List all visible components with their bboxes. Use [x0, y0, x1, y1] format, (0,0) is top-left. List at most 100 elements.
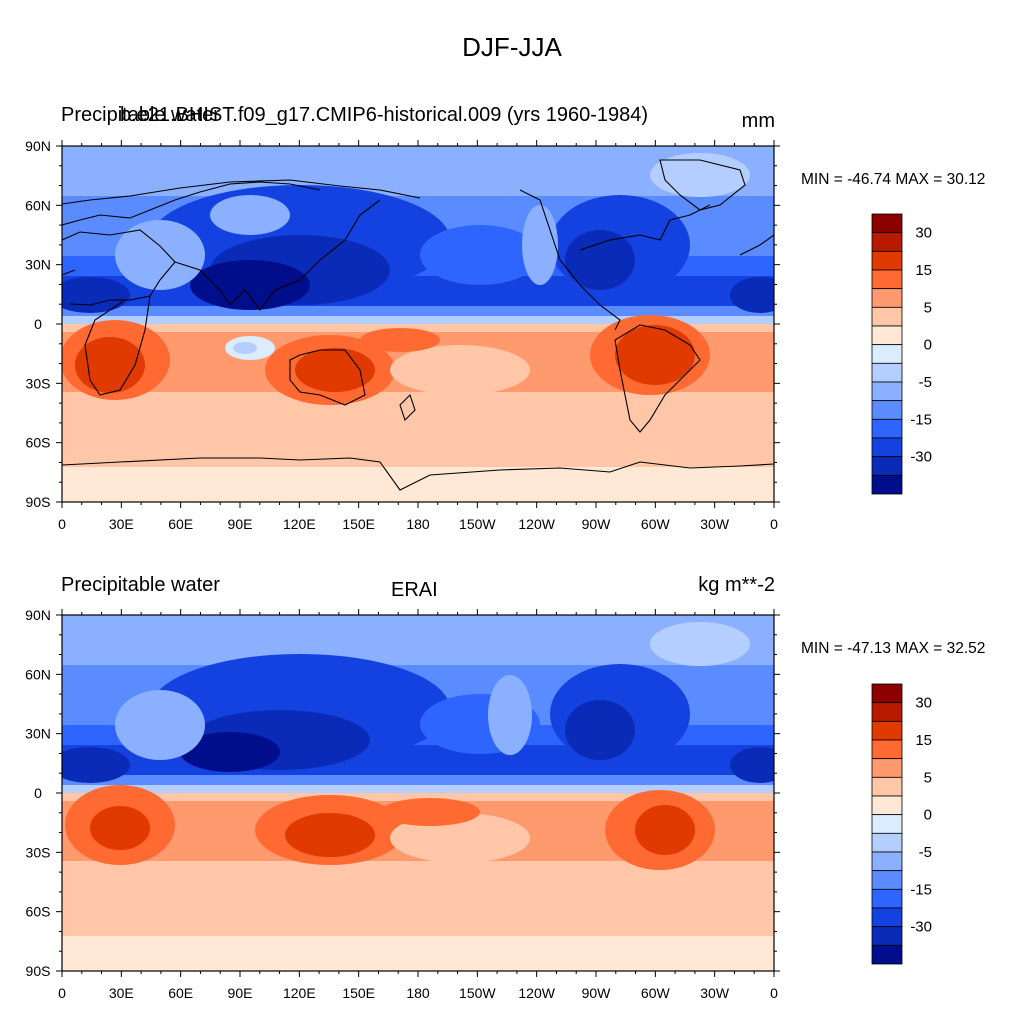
panel1-lat-tick-label: 60N	[25, 197, 51, 213]
panel1-colorbar-box	[871, 325, 903, 346]
panel1-colorbar-label: -30	[910, 449, 932, 466]
panel1-colorbar-box	[871, 269, 903, 290]
panel1-lon-tick-label: 90E	[228, 516, 253, 532]
panel2-colorbar-box	[871, 739, 903, 760]
panel1-lat-tick-label: 60S	[26, 435, 51, 451]
panel1-lon-tick-label: 30E	[109, 516, 134, 532]
panel1-colorbar-label: -15	[910, 411, 932, 428]
panel1-lon-tick-label: 60E	[168, 516, 193, 532]
panel1-coastlines	[62, 159, 774, 491]
panel2-colorbar-box	[871, 888, 903, 909]
panel2-minmax: MIN = -47.13 MAX = 32.52	[801, 640, 986, 657]
panel2-map	[62, 615, 774, 971]
panel1-lon-tick-label: 150E	[342, 516, 375, 532]
panel2-center-label: ERAI	[391, 579, 438, 601]
panel2-colorbar-label: -15	[910, 881, 932, 898]
panel2-colorbar-box	[871, 851, 903, 872]
panel2-colorbar-label: -30	[910, 919, 932, 936]
panel2-colorbar-box	[871, 702, 903, 722]
panel2-lon-tick-label: 30W	[700, 985, 730, 1001]
panel1-colorbar-box	[871, 306, 903, 327]
panel1-lon-tick-label: 90W	[582, 516, 612, 532]
panel1-axes: 0 30E 60E 90E 120E 150E 180 150W 120W 90W 60W 30W 09…	[25, 138, 780, 532]
panel1-lon-tick-label: 120E	[283, 516, 316, 532]
panel1-lat-tick-label: 30S	[26, 375, 51, 391]
panel2-colorbar: 30 15 5 0 -5 -15 -30	[871, 683, 932, 965]
panel2-colorbar-box	[871, 758, 903, 778]
panel1-colorbar-label: 30	[915, 225, 932, 242]
panel2-colorbar-box	[871, 776, 903, 797]
panel1-lat-tick-label: 0	[34, 316, 42, 332]
panel2-lat-tick-label: 90N	[25, 607, 51, 623]
panel2-lon-tick-label: 30E	[109, 985, 134, 1001]
panel2-colorbar-box	[871, 926, 903, 946]
panel2-lon-tick-label: 120W	[518, 985, 555, 1001]
panel1-colorbar-box	[871, 344, 903, 364]
panel2-colorbar-box	[871, 832, 903, 853]
panel1-colorbar-box	[871, 400, 903, 420]
panel2-colorbar-label: 0	[924, 807, 932, 824]
panel2-colorbar-box	[871, 870, 903, 890]
panel2-colorbar-box	[871, 683, 903, 704]
panel1-lat-tick-label: 90N	[25, 138, 51, 154]
panel1-lon-tick-label: 0	[58, 516, 66, 532]
panel1-right-label: mm	[741, 110, 775, 132]
panel2-lat-tick-label: 60N	[25, 666, 51, 682]
panel1-minmax: MIN = -46.74 MAX = 30.12	[801, 171, 986, 188]
panel2-colorbar-box	[871, 814, 903, 834]
panel1-map	[62, 146, 774, 502]
panel1-lon-tick-label: 30W	[700, 516, 730, 532]
panel1-colorbar-label: 15	[915, 262, 932, 279]
panel2-colorbar-box	[871, 907, 903, 928]
panel2-lat-tick-label: 30S	[26, 844, 51, 860]
panel2-lon-tick-label: 90E	[228, 985, 253, 1001]
panel1-left-label: Precipitable water	[61, 104, 220, 126]
panel2-colorbar-label: 15	[915, 732, 932, 749]
figure-title: DJF-JJA	[462, 32, 562, 62]
panel2-lon-tick-label: 0	[770, 985, 778, 1001]
panel2-colorbar-label: -5	[919, 844, 932, 861]
panel2-right-label: kg m**-2	[698, 574, 775, 596]
panel2-axes: 0 30E 60E 90E 120E 150E 180 150W 120W 90W 60W 30W 09…	[25, 607, 780, 1001]
panel1-colorbar-box	[871, 362, 903, 383]
panel2-lat-tick-label: 60S	[26, 904, 51, 920]
panel1-lat-tick-label: 90S	[26, 494, 51, 510]
panel1-center-label: b.e21.BHIST.f09_g17.CMIP6-historical.009…	[120, 104, 649, 126]
panel2-lon-tick-label: 150E	[342, 985, 375, 1001]
panel1-colorbar-box	[871, 437, 903, 458]
panel2-colorbar-label: 5	[924, 769, 932, 786]
panel2-colorbar-box	[871, 720, 903, 741]
panel1-colorbar-box	[871, 418, 903, 439]
panel2-lon-tick-label: 180	[406, 985, 430, 1001]
panel1-colorbar-label: 0	[924, 337, 932, 354]
panel1-colorbar-label: -5	[919, 374, 932, 391]
panel1-lon-tick-label: 180	[406, 516, 430, 532]
panel1-colorbar-box	[871, 213, 903, 234]
panel2-colorbar-label: 30	[915, 695, 932, 712]
panel2-lat-tick-label: 90S	[26, 963, 51, 979]
panel1-lon-tick-label: 60W	[641, 516, 671, 532]
panel1-colorbar-label: 5	[924, 299, 932, 316]
panel1-colorbar-box	[871, 232, 903, 252]
panel2-lon-tick-label: 60W	[641, 985, 671, 1001]
panel2-lon-tick-label: 0	[58, 985, 66, 1001]
panel1-colorbar-box	[871, 474, 903, 495]
panel2-lon-tick-label: 150W	[459, 985, 496, 1001]
panel2-lon-tick-label: 60E	[168, 985, 193, 1001]
panel1-lon-tick-label: 150W	[459, 516, 496, 532]
panel2-lat-tick-label: 30N	[25, 726, 51, 742]
panel2-colorbar-box	[871, 795, 903, 816]
panel2-lat-tick-label: 0	[34, 785, 42, 801]
panel1-colorbar: 30 15 5 0 -5 -15 -30	[871, 213, 932, 495]
panel1-colorbar-box	[871, 381, 903, 402]
panel1-colorbar-box	[871, 456, 903, 476]
panel2-lon-tick-label: 90W	[582, 985, 612, 1001]
panel1-lon-tick-label: 0	[770, 516, 778, 532]
panel1-lon-tick-label: 120W	[518, 516, 555, 532]
panel1-colorbar-box	[871, 288, 903, 308]
panel2-left-label: Precipitable water	[61, 574, 220, 596]
panel1-colorbar-box	[871, 250, 903, 271]
panel2-colorbar-box	[871, 944, 903, 965]
panel2-lon-tick-label: 120E	[283, 985, 316, 1001]
